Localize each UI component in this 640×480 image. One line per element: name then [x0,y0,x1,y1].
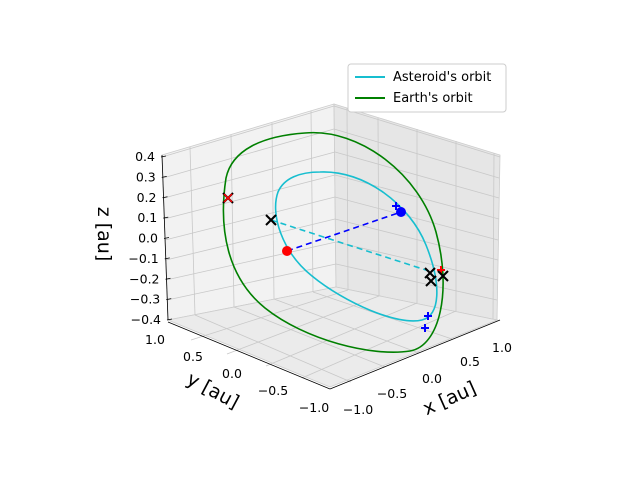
grid-line [163,174,336,220]
grid-line [165,241,337,281]
grid-line [301,310,457,379]
blue-point-marker [396,207,406,217]
pane-left [161,103,337,321]
grid-line [194,314,352,383]
grid-line [334,174,500,220]
legend-box [347,63,507,113]
x-tick-label: 0.0 [422,371,442,386]
z-tick-label: 0.4 [135,149,155,164]
grid-line [226,295,380,355]
x-tick-label: −1.0 [343,402,373,417]
z-axis: −0.4 −0.3 −0.2 −0.1 0.0 0.1 0.2 0.3 0.4 z [au] [93,149,173,327]
y-tick-labels: −1.0 −0.5 0.0 0.5 1.0 [145,332,329,415]
x-tick-label: 0.5 [460,354,480,369]
cross-marker [425,275,437,287]
grid-line [310,110,314,293]
tick-mark [163,216,169,219]
y-tick-label: 0.5 [183,349,203,364]
tick-mark [165,277,171,280]
grid-line [161,105,335,158]
y-tick-label: −0.5 [258,383,288,398]
grid-line [333,105,501,158]
grid-line [165,218,336,261]
tick-mark [161,175,167,178]
grid-line [334,218,499,261]
red-cross-marker [223,193,233,203]
grid-line [162,128,335,179]
y-tick-label: 0.0 [222,366,242,381]
y-axis-line [167,321,331,390]
legend-label-asteroid: Asteroid's orbit [393,70,491,85]
grid-line [334,196,499,241]
grid-line [233,306,386,368]
x-tick-label: −0.5 [377,386,407,401]
asteroid-connector-dashed [270,219,433,273]
grid-line [492,152,495,320]
x-axis-line [329,319,501,390]
x-tick-labels: −1.0 −0.5 0.0 0.5 1.0 [343,340,512,417]
grid-line [335,241,499,281]
z-axis-line [161,154,169,321]
x-tick-label: 1.0 [492,340,512,355]
blue-plus-marker [424,312,432,320]
z-tick-label: −0.3 [130,292,160,307]
grid-line [166,263,337,301]
grid-line [164,196,336,241]
legend: Asteroid's orbit Earth's orbit [347,63,507,113]
grid-line [333,128,500,179]
z-tick-label: 0.3 [136,169,156,184]
grid-line [335,263,498,301]
grid-lines [161,105,501,383]
grid-line [273,298,420,354]
tick-mark [162,196,168,199]
z-tick-label: −0.2 [129,271,159,286]
blue-plus-marker [392,202,400,210]
tick-mark [164,257,170,260]
x-axis: −1.0−0.50.00.51.0 x [au] [329,319,512,420]
y-tick-label: −1.0 [299,400,329,415]
legend-label-earth: Earth's orbit [393,91,473,106]
grid-line [334,151,500,199]
z-tick-label: −0.4 [131,312,161,327]
tick-mark [163,237,170,239]
grid-line [271,122,275,300]
blue-plus-marker [421,324,429,332]
y-tick-label: 1.0 [145,332,165,347]
red-point-marker [282,246,292,256]
earth-orbit-line [222,131,444,353]
grid-line [163,151,336,199]
grid-line [265,302,418,367]
asteroid-orbit-line [274,171,438,322]
tick-mark [166,318,173,321]
z-axis-label: z [au] [93,207,115,262]
cross-marker [265,214,277,226]
z-tick-label: 0.1 [137,210,157,225]
grid-line [189,146,196,316]
z-tick-label: 0.2 [137,190,157,205]
earth-connector-dashed [286,211,402,252]
grid-line [190,289,349,341]
pane-floor [166,286,499,388]
z-tick-label: 0.0 [138,231,158,246]
tick-mark [166,298,172,301]
cross-marker [437,270,449,282]
tick-mark [160,155,167,158]
z-tick-labels: −0.4 −0.3 −0.2 −0.1 0.0 0.1 0.2 0.3 0.4 [128,149,173,327]
z-tick-label: −0.1 [128,251,158,266]
grid-line [377,117,380,297]
